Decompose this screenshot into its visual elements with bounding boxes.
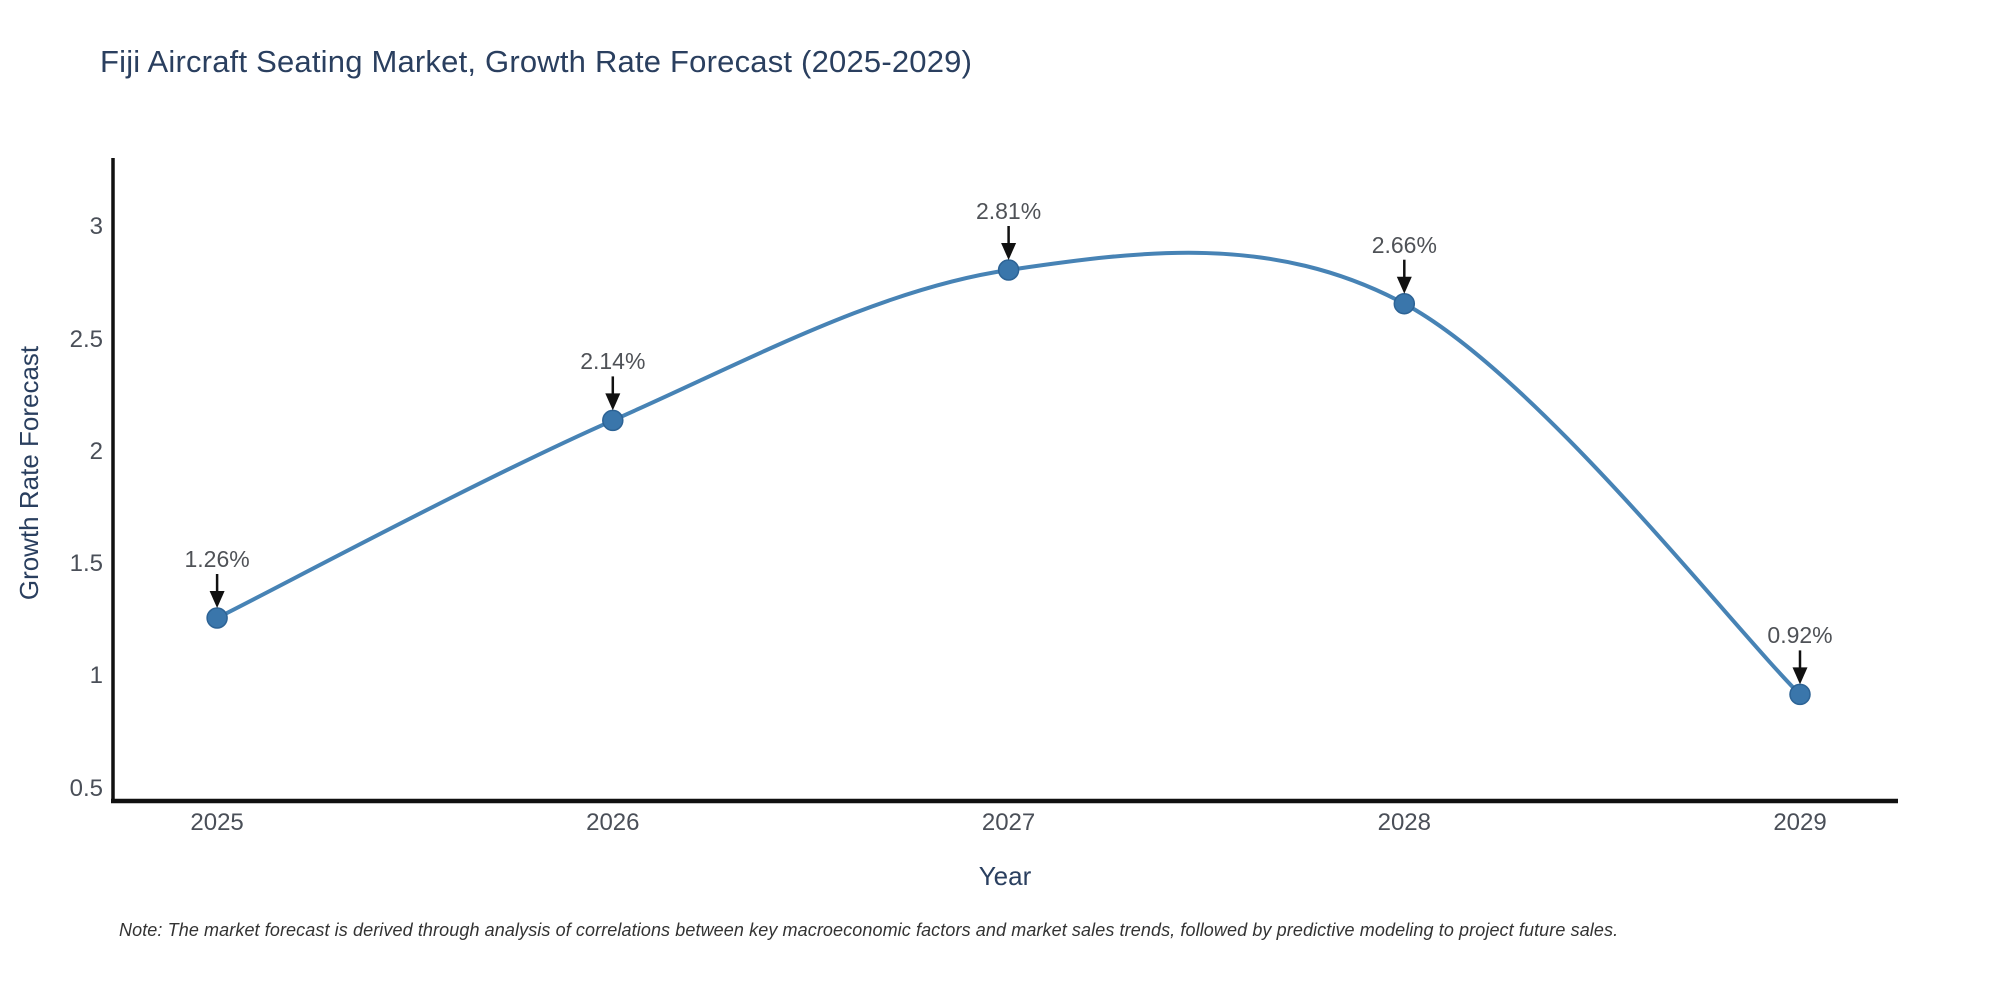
y-tick-label: 1.5 [69,550,103,578]
point-value-label: 2.66% [1371,231,1437,258]
x-tick-label: 2029 [1773,809,1827,836]
chart-title: Fiji Aircraft Seating Market, Growth Rat… [100,44,973,79]
y-tick-label: 1 [89,662,103,690]
x-tick-label: 2026 [586,809,640,836]
point-value-label: 2.81% [975,198,1042,225]
y-axis-title: Growth Rate Forecast [14,345,44,601]
y-tick-label: 0.5 [69,774,103,802]
annotation-arrowhead-icon [209,591,225,608]
y-tick-label: 2.5 [69,325,103,353]
y-tick-label: 2 [89,437,103,465]
annotation-arrowhead-icon [1792,667,1808,685]
point-value-label: 1.26% [184,546,250,573]
annotation-arrowhead-icon [605,393,621,411]
data-point-marker [602,409,624,432]
point-value-label: 0.92% [1767,622,1833,649]
annotation-arrowhead-icon [1001,243,1017,260]
series-line [215,250,1802,697]
data-point-marker [1393,292,1416,315]
x-axis-title: Year [978,861,1032,891]
x-tick-label: 2028 [1377,809,1431,836]
point-value-label: 2.14% [580,348,646,375]
data-point-marker [206,607,228,629]
x-tick-label: 2025 [190,809,244,836]
annotation-arrowhead-icon [1396,276,1412,294]
x-tick-label: 2027 [981,809,1036,836]
data-point-marker [997,259,1020,281]
data-point-marker [1789,683,1811,706]
y-tick-label: 3 [89,213,103,241]
footnote: Note: The market forecast is derived thr… [119,920,1619,940]
